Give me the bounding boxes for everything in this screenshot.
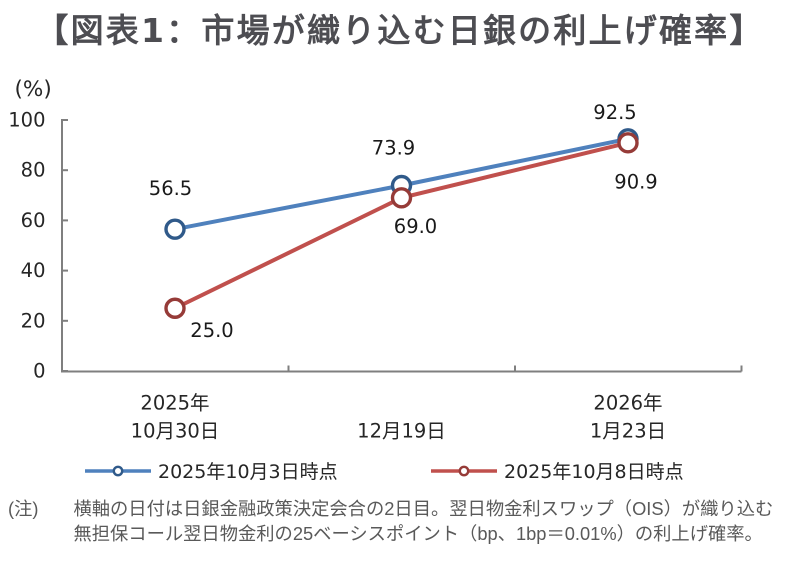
legend-marker-blue-icon bbox=[85, 465, 151, 476]
data-label: 73.9 bbox=[372, 137, 415, 160]
y-tick-label: 0 bbox=[33, 360, 45, 383]
data-label: 56.5 bbox=[149, 177, 192, 200]
data-label: 90.9 bbox=[614, 170, 657, 193]
note-text: 横軸の日付は日銀金融政策決定会合の2日目。翌日物金利スワップ（OIS）が織り込む… bbox=[73, 497, 773, 546]
legend-item-series1: 2025年10月3日時点 bbox=[85, 457, 338, 484]
x-axis-label-date: 10月30日 bbox=[131, 420, 220, 443]
legend-label-series1: 2025年10月3日時点 bbox=[158, 461, 338, 483]
series-marker-2 bbox=[617, 132, 639, 154]
x-axis-label-date: 12月19日 bbox=[357, 420, 446, 443]
x-axis-label-year: 2025年 bbox=[140, 392, 209, 415]
y-tick-label: 20 bbox=[21, 309, 46, 332]
y-tick-label: 80 bbox=[21, 159, 46, 182]
legend-marker-red-icon bbox=[431, 465, 497, 476]
note-line-2: 無担保コール翌日物金利の25ベーシスポイント（bp、1bp＝0.01%）の利上げ… bbox=[73, 522, 763, 544]
y-tick-label: 60 bbox=[21, 209, 46, 232]
series-marker-2 bbox=[164, 297, 186, 319]
y-axis-unit-label: (%) bbox=[14, 77, 52, 102]
data-label: 25.0 bbox=[190, 319, 233, 342]
legend-label-series2: 2025年10月8日時点 bbox=[504, 461, 684, 483]
data-label: 92.5 bbox=[593, 101, 636, 124]
note-prefix: (注) bbox=[8, 498, 39, 519]
y-tick-label: 100 bbox=[8, 109, 45, 132]
data-label: 69.0 bbox=[394, 215, 437, 238]
y-tick-label: 40 bbox=[21, 259, 46, 282]
chart-note: (注) 横軸の日付は日銀金融政策決定会合の2日目。翌日物金利スワップ（OIS）が… bbox=[8, 497, 800, 546]
line-chart-plot-area: 0 20 40 60 80 100 2025年 10月30日 12月19日 2026年 1月23日 5… bbox=[8, 101, 743, 443]
x-axis-label-date: 1月23日 bbox=[590, 420, 666, 443]
legend-item-series2: 2025年10月8日時点 bbox=[431, 457, 684, 484]
series-marker-1 bbox=[164, 218, 186, 240]
chart-title: 【図表1：市場が織り込む日銀の利上げ確率】 bbox=[35, 11, 765, 50]
note-line-1: 横軸の日付は日銀金融政策決定会合の2日目。翌日物金利スワップ（OIS）が織り込む bbox=[73, 498, 774, 519]
x-axis-label-year: 2026年 bbox=[593, 392, 662, 415]
chart-legend: 2025年10月3日時点 2025年10月8日時点 bbox=[0, 457, 800, 484]
series-marker-2 bbox=[390, 187, 413, 209]
